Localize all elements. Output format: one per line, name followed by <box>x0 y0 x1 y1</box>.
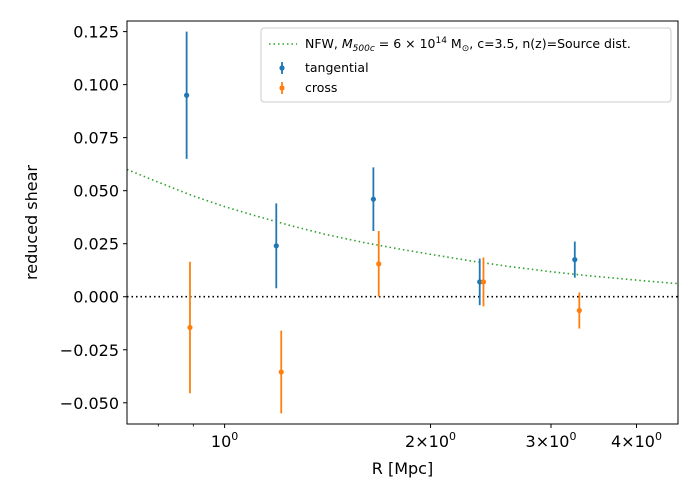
x-tick-exp-2: 0 <box>569 430 576 443</box>
tangential-point-1 <box>273 243 279 249</box>
legend-model-prefix: NFW, <box>305 36 342 51</box>
y-axis: 0.125 0.100 0.075 0.050 0.025 0.000 −0.025 −0.0… <box>60 23 127 413</box>
legend-cross-swatch <box>279 82 285 94</box>
cross-series <box>187 230 582 414</box>
y-axis-label: reduced shear <box>22 165 41 280</box>
legend-box <box>260 27 672 103</box>
legend-tan-swatch-dot <box>279 65 285 71</box>
x-tick-exp-0: 0 <box>231 430 238 443</box>
cross-point-4 <box>576 307 582 314</box>
tangential-point-4 <box>572 257 578 263</box>
legend-model-suffix: , c=3.5, n(z)=Source dist. <box>469 36 631 51</box>
legend-model-mass-value: = 6 × 10 <box>375 36 436 51</box>
plot-area <box>127 31 678 414</box>
legend-cross-label: cross <box>305 80 337 95</box>
x-tick-label-3: 4×100 <box>611 430 662 451</box>
tangential-point-0 <box>184 92 190 98</box>
cross-point-1 <box>278 369 284 375</box>
legend-model-unit-subscript: ⊙ <box>462 44 470 54</box>
tangential-series <box>184 31 578 306</box>
y-tick-label-4: 0.025 <box>73 235 119 254</box>
y-tick-label-2: 0.075 <box>73 129 119 148</box>
x-tick-base-3: 4×10 <box>611 432 655 451</box>
x-tick-exp-1: 0 <box>449 430 456 443</box>
y-tick-label-1: 0.100 <box>73 76 119 95</box>
legend-model-label: NFW, M500c = 6 × 1014 M⊙, c=3.5, n(z)=So… <box>305 36 631 54</box>
x-tick-exp-3: 0 <box>655 430 662 443</box>
nfw-model-line <box>127 168 678 285</box>
y-tick-label-7: −0.050 <box>60 394 119 413</box>
y-tick-label-5: 0.000 <box>73 288 119 307</box>
legend-model-mass-exponent: 14 <box>436 36 448 46</box>
cross-point-2 <box>376 261 382 267</box>
y-tick-label-6: −0.025 <box>60 341 119 360</box>
cross-point-3 <box>480 279 487 285</box>
tangential-point-2 <box>370 196 376 202</box>
legend: NFW, M500c = 6 × 1014 M⊙, c=3.5, n(z)=So… <box>260 27 672 103</box>
x-tick-label-2: 3×100 <box>526 430 577 451</box>
x-axis-label: R [Mpc] <box>372 459 433 478</box>
legend-tangential-swatch <box>279 62 285 74</box>
axes-frame <box>126 20 679 425</box>
y-tick-label-3: 0.050 <box>73 182 119 201</box>
x-tick-label-0: 100 <box>211 430 238 451</box>
x-tick-base-1: 2×10 <box>405 432 449 451</box>
plot-content <box>127 31 678 414</box>
x-tick-label-1: 2×100 <box>405 430 456 451</box>
legend-tangential-label: tangential <box>305 60 369 75</box>
legend-model-unit: M <box>447 36 462 51</box>
legend-model-mass-symbol: M <box>342 36 353 51</box>
x-tick-base-2: 3×10 <box>526 432 570 451</box>
x-axis: 100 2×100 3×100 4×100 <box>157 424 662 451</box>
x-tick-base-0: 10 <box>211 432 231 451</box>
legend-model-mass-subscript: 500c <box>353 44 375 54</box>
y-tick-label-0: 0.125 <box>73 23 119 42</box>
tangential-point-3 <box>477 279 483 285</box>
cross-point-0 <box>187 324 193 331</box>
legend-cross-swatch-dot <box>279 85 285 91</box>
